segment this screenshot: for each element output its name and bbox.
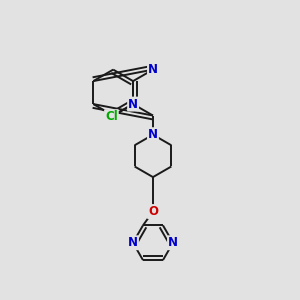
Text: N: N [128,236,138,249]
Text: N: N [148,128,158,141]
Text: N: N [128,98,138,111]
Text: Cl: Cl [105,110,118,123]
Text: N: N [148,63,158,76]
Text: N: N [168,236,178,249]
Text: O: O [148,205,158,218]
